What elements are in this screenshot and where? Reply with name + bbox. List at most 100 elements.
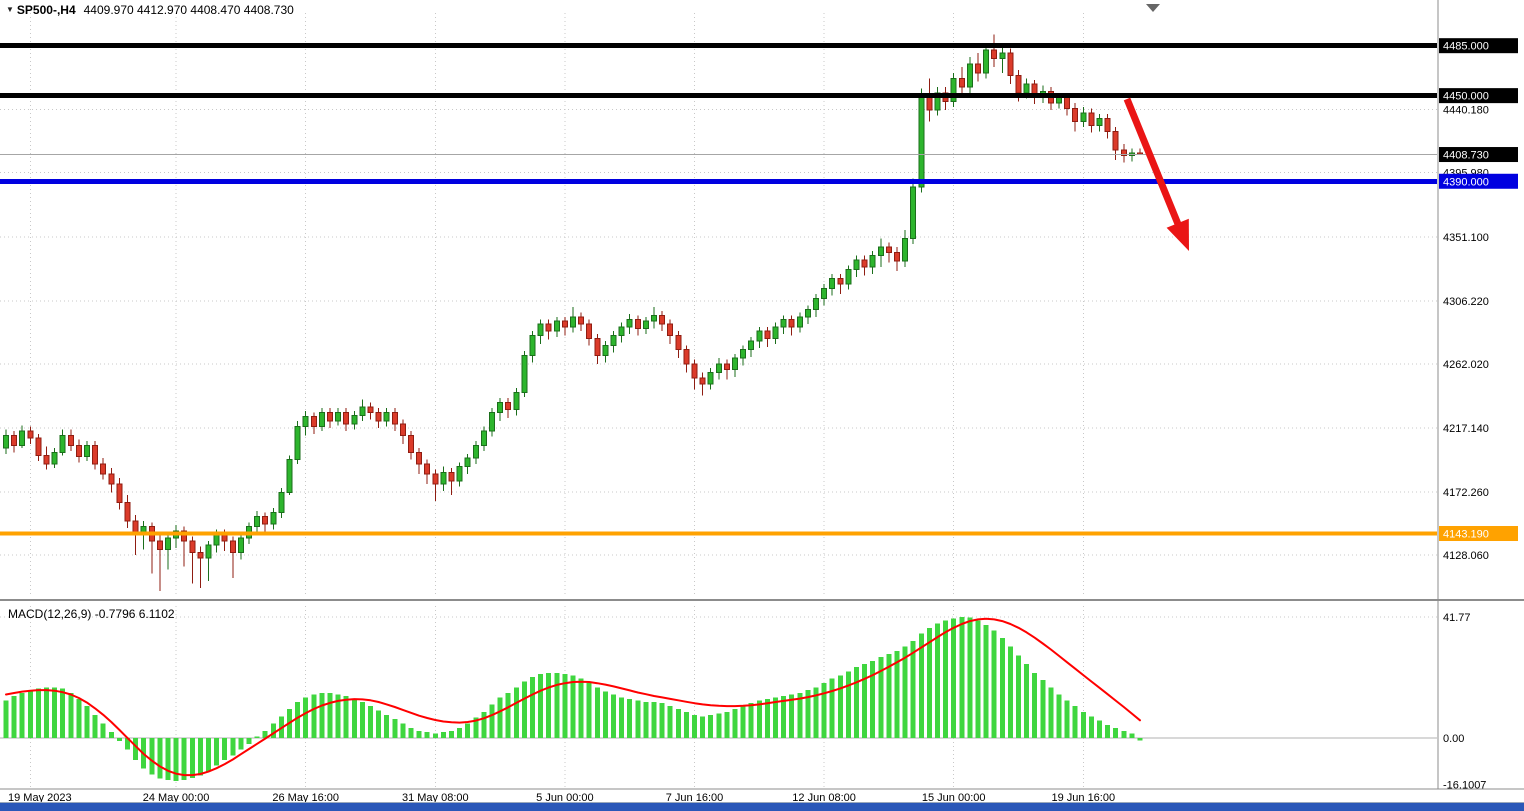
macd-bar [538, 674, 544, 738]
candle-body [197, 551, 204, 559]
candle-body [578, 316, 585, 325]
macd-histogram [3, 616, 1143, 781]
candle-body [723, 363, 730, 371]
candle-body [448, 471, 455, 482]
candle-body [853, 259, 860, 271]
candle-body [1120, 149, 1127, 157]
candle-body [343, 411, 350, 425]
macd-bar [521, 681, 527, 738]
candle-body [408, 434, 414, 453]
macd-bar [181, 738, 187, 781]
macd-bar [975, 620, 981, 738]
macd-bar [303, 697, 309, 738]
candle-body [910, 186, 917, 239]
candle-body [732, 357, 738, 371]
macd-values: -0.7796 6.1102 [94, 607, 175, 621]
price-tick-label: 4128.060 [1443, 550, 1489, 562]
candle-body [780, 319, 787, 328]
candle-body [367, 406, 374, 413]
candle-body [796, 316, 803, 328]
candle-body [51, 451, 58, 465]
grid-layer [0, 13, 1437, 787]
macd-bar [254, 736, 260, 738]
candle-body [1064, 96, 1071, 109]
macd-bar [683, 711, 689, 738]
candle-body [375, 411, 382, 422]
candle-body [359, 406, 366, 416]
macd-bar [805, 690, 811, 738]
candle-body [707, 372, 714, 385]
candle-body [902, 237, 909, 262]
macd-bar [692, 714, 697, 738]
macd-bar [1121, 730, 1127, 738]
candle-body [894, 252, 900, 262]
macd-bar [700, 716, 706, 738]
time-tick-label: 5 Jun 00:00 [536, 792, 594, 804]
candle-body [626, 319, 633, 328]
price-axis[interactable]: 4440.1804395.9804351.1004306.2204262.020… [1439, 38, 1518, 792]
candle-body [67, 434, 74, 446]
candle-body [618, 326, 625, 336]
macd-bar [1088, 716, 1094, 738]
macd-bar [594, 687, 600, 738]
price-label-box [1439, 38, 1518, 54]
macd-bar [238, 738, 244, 750]
macd-bar [44, 687, 49, 738]
macd-bar [52, 687, 58, 738]
macd-bar [1064, 700, 1070, 738]
macd-bar [1080, 711, 1086, 738]
window-bottom-border [0, 802, 1524, 811]
price-label-box [1439, 147, 1518, 163]
macd-bar [60, 688, 66, 738]
macd-bar [781, 695, 787, 738]
time-tick-label: 19 May 2023 [8, 792, 72, 804]
macd-bar [991, 630, 997, 738]
candle-body [278, 491, 285, 513]
candle-body [35, 437, 42, 456]
chart-shift-marker-icon[interactable] [1146, 4, 1160, 12]
price-tick-label: 4217.140 [1443, 423, 1489, 435]
macd-bar [92, 714, 98, 738]
macd-bar [1024, 664, 1030, 738]
candle-body [877, 246, 884, 256]
macd-bar [943, 620, 949, 738]
candle-body [383, 411, 390, 422]
candle-body [659, 314, 666, 325]
macd-bar [854, 666, 859, 738]
macd-bar [343, 695, 349, 738]
price-tick-label: 4172.260 [1443, 487, 1489, 499]
candle-body [181, 530, 188, 542]
candle-body [1007, 52, 1014, 77]
candle-body [318, 411, 325, 428]
macd-bar [359, 701, 365, 738]
macd-bar [530, 677, 535, 738]
macd-bar [481, 711, 487, 738]
candle-body [545, 323, 552, 332]
time-axis[interactable]: 19 May 2023 24 May 00:00 26 May 16:00 31 Ma… [8, 792, 1115, 804]
axis-separators [0, 0, 1524, 790]
trend-arrow-head[interactable] [1166, 218, 1189, 251]
candle-body [205, 544, 212, 559]
candle-body [764, 330, 771, 339]
candle-body [975, 63, 981, 74]
trend-arrow-shaft[interactable] [1123, 97, 1183, 229]
candle-body [456, 466, 463, 482]
horizontal-lines-layer[interactable] [0, 43, 1437, 536]
macd-bar [562, 674, 568, 738]
candle-body [991, 49, 998, 60]
candle-body [3, 434, 9, 449]
macd-bar [270, 723, 276, 738]
candle-body [837, 277, 844, 285]
macd-bar [432, 733, 438, 738]
candle-body [1112, 130, 1119, 151]
candle-body [335, 411, 342, 422]
macd-bar [748, 703, 754, 738]
candle-body [440, 471, 447, 485]
macd-bar [116, 738, 122, 741]
candle-body [699, 377, 706, 385]
candle-body [861, 259, 868, 268]
trend-arrow[interactable] [1123, 97, 1189, 251]
candle-body [586, 323, 593, 339]
candle-body [124, 501, 131, 522]
